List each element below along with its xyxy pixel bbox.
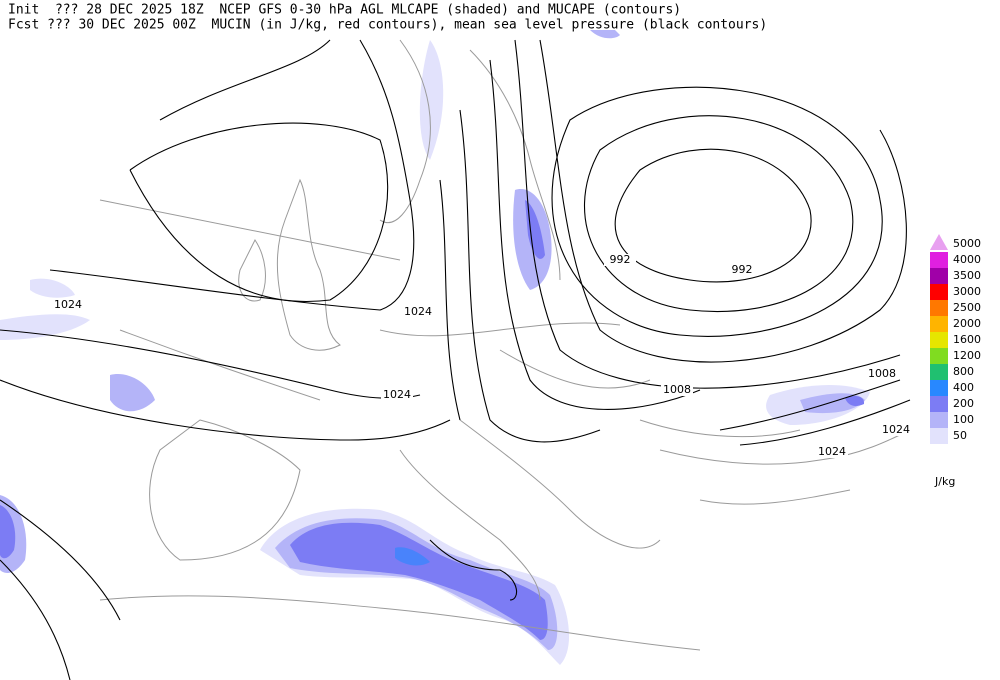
legend-swatch (930, 396, 948, 412)
legend-swatch (930, 364, 948, 380)
isobar-label: 1008 (868, 367, 896, 380)
header-line: Init ??? 28 DEC 2025 18Z NCEP GFS 0-30 h… (8, 3, 681, 18)
legend-label: 50 (953, 429, 967, 442)
legend-label: 2500 (953, 301, 981, 314)
legend-label: 4000 (953, 253, 981, 266)
contour-labels: 992 992 1024 1024 1024 1008 1008 1024 1024 (52, 253, 912, 458)
header-line: Fcst ??? 30 DEC 2025 00Z MUCIN (in J/kg,… (8, 18, 767, 33)
cape-shading (0, 30, 870, 665)
label-background (402, 306, 434, 318)
isobar-label: 992 (610, 253, 631, 266)
coastlines (99, 39, 911, 651)
isobar-label: 992 (732, 263, 753, 276)
legend-swatch (930, 332, 948, 348)
legend-label: 400 (953, 381, 974, 394)
legend-swatch (930, 380, 948, 396)
label-background (726, 264, 758, 276)
isobar-label: 1024 (818, 445, 846, 458)
legend-label: 1200 (953, 349, 981, 362)
legend-label: 800 (953, 365, 974, 378)
isobars (0, 39, 911, 680)
isobar-label: 1024 (54, 298, 82, 311)
label-background (880, 424, 912, 436)
isobar-label: 1008 (663, 383, 691, 396)
legend-unit: J/kg (934, 475, 955, 488)
isobar-label: 1024 (383, 388, 411, 401)
label-background (52, 299, 84, 311)
label-background (866, 368, 898, 380)
legend-triangle (930, 234, 948, 250)
isobar-label: 1024 (882, 423, 910, 436)
legend: 5000 4000 3500 3000 2500 2000 1600 1200 800 400 20… (930, 234, 981, 488)
isobar-label: 1024 (404, 305, 432, 318)
legend-swatch (930, 316, 948, 332)
legend-swatch (930, 348, 948, 364)
legend-swatch (930, 252, 948, 268)
legend-swatch (930, 412, 948, 428)
label-background (816, 446, 848, 458)
legend-swatch (930, 268, 948, 284)
label-background (604, 254, 636, 266)
legend-label: 3500 (953, 269, 981, 282)
legend-label: 2000 (953, 317, 981, 330)
legend-label: 3000 (953, 285, 981, 298)
legend-swatch (930, 428, 948, 444)
legend-label: 1600 (953, 333, 981, 346)
label-background (381, 389, 413, 401)
legend-swatch (930, 284, 948, 300)
label-background (661, 384, 693, 396)
header: Init ??? 28 DEC 2025 18Z NCEP GFS 0-30 h… (8, 3, 767, 33)
legend-label: 5000 (953, 237, 981, 250)
legend-label: 200 (953, 397, 974, 410)
legend-label: 100 (953, 413, 974, 426)
legend-swatch (930, 300, 948, 316)
